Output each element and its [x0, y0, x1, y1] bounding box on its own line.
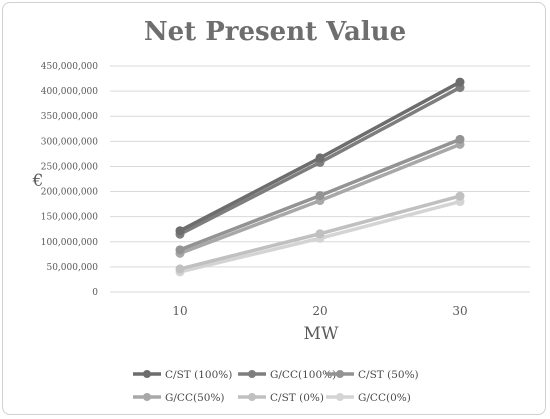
y-tick-label: 300,000,000 — [41, 137, 99, 147]
chart-title: Net Present Value — [144, 17, 406, 47]
data-point — [315, 191, 325, 201]
y-tick-label: 0 — [92, 288, 98, 298]
legend-item: G/CC(50%) — [133, 392, 225, 404]
data-point — [175, 264, 185, 274]
legend-label: C/ST (50%) — [358, 369, 419, 381]
legend-item: C/ST (100%) — [133, 369, 232, 381]
legend: C/ST (100%) G/CC(100%) C/ST (50%) G/CC(50%)… — [133, 369, 419, 404]
data-point — [315, 229, 325, 239]
legend-item: G/CC(100%) — [238, 369, 336, 381]
legend-marker — [248, 370, 256, 378]
legend-label: C/ST (100%) — [165, 369, 232, 381]
y-tick-label: 450,000,000 — [41, 62, 99, 72]
legend-marker — [248, 393, 256, 401]
series-group — [175, 134, 465, 255]
legend-item: C/ST (0%) — [238, 392, 324, 404]
legend-marker — [143, 393, 151, 401]
x-axis-label: MW — [304, 324, 339, 344]
legend-marker — [336, 393, 344, 401]
data-point — [175, 226, 185, 236]
grid-layer — [110, 65, 530, 293]
y-axis-label: € — [32, 171, 44, 191]
series-group — [175, 191, 465, 274]
legend-item: G/CC(0%) — [326, 392, 411, 404]
x-tick-label: 20 — [312, 304, 327, 318]
legend-label: G/CC(100%) — [270, 369, 336, 381]
data-point — [175, 245, 185, 255]
legend-item: C/ST (50%) — [326, 369, 419, 381]
x-axis-ticks: 10 20 30 — [172, 304, 467, 318]
legend-label: G/CC(50%) — [165, 392, 225, 404]
series-group — [175, 77, 465, 236]
data-point — [315, 153, 325, 163]
y-axis-ticks: 0 50,000,000 100,000,000 150,000,000 200,000… — [41, 62, 99, 298]
y-tick-label: 100,000,000 — [41, 238, 99, 248]
y-tick-label: 350,000,000 — [41, 112, 99, 122]
data-point — [455, 191, 465, 201]
y-tick-label: 50,000,000 — [46, 263, 98, 273]
data-point — [455, 77, 465, 87]
legend-marker — [336, 370, 344, 378]
data-point — [455, 134, 465, 144]
y-tick-label: 400,000,000 — [41, 87, 99, 97]
y-tick-label: 200,000,000 — [41, 188, 99, 198]
x-tick-label: 10 — [172, 304, 187, 318]
x-tick-label: 30 — [452, 304, 467, 318]
chart-frame — [2, 2, 546, 415]
y-tick-label: 250,000,000 — [41, 162, 99, 172]
legend-marker — [143, 370, 151, 378]
legend-label: C/ST (0%) — [270, 392, 324, 404]
y-tick-label: 150,000,000 — [41, 213, 99, 223]
series-layer — [175, 77, 465, 277]
legend-label: G/CC(0%) — [358, 392, 411, 404]
